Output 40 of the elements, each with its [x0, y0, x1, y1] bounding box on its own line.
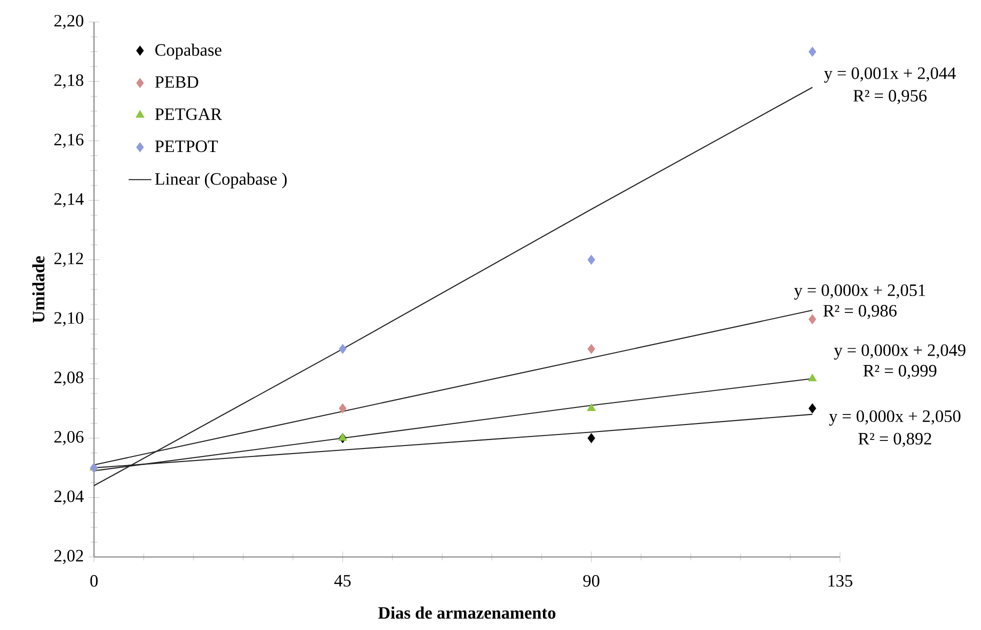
point [338, 403, 346, 414]
y-tick-label: 2,14 [54, 193, 84, 208]
text: R² = 0,892 [858, 432, 932, 448]
y-axis-title: Umidade [32, 256, 44, 323]
point [808, 374, 817, 382]
annotation: R² = 0,986 [823, 304, 897, 320]
text: R² = 0,999 [863, 364, 936, 380]
x-tick-label: 0 [90, 575, 98, 587]
y-tick-label: 2,10 [54, 312, 84, 326]
y-tick-label: 2,02 [54, 550, 84, 564]
legend-label: PEBD [155, 76, 198, 88]
y-tick-label: 2,04 [54, 490, 84, 505]
x-axis-title: Dias de armazenamento [378, 606, 556, 619]
y-tick-label: 2,12 [54, 252, 84, 267]
y-tick-label: 2,18 [54, 74, 84, 89]
annotation: y = 0,000x + 2,050 [829, 410, 960, 426]
x-tick-label: 135 [828, 575, 852, 587]
annotation: y = 0,000x + 2,051 [794, 284, 926, 300]
point [587, 403, 596, 411]
legend-label: Linear (Copabase ) [155, 172, 287, 188]
legend-label: Copabase [155, 44, 222, 60]
text: R² = 0,956 [853, 90, 927, 104]
y-tick-label: 2,08 [54, 372, 84, 386]
x-tick-label: 90 [583, 575, 600, 587]
legend-label: PETGAR [155, 108, 222, 120]
x-tick-label: 45 [334, 575, 351, 587]
point [808, 46, 816, 57]
point [338, 344, 346, 354]
point [588, 254, 596, 265]
point [588, 344, 596, 354]
annotation: y = 0,001x + 2,044 [824, 67, 956, 83]
point [338, 433, 347, 441]
annotation: y = 0,000x + 2,049 [834, 344, 966, 360]
legend-label: PETPOT [155, 140, 218, 152]
y-tick-label: 2,16 [54, 134, 84, 148]
point [808, 314, 816, 324]
point [588, 433, 596, 444]
point [808, 403, 816, 414]
y-tick-label: 2,20 [54, 14, 84, 30]
y-tick-label: 2,06 [54, 431, 84, 446]
